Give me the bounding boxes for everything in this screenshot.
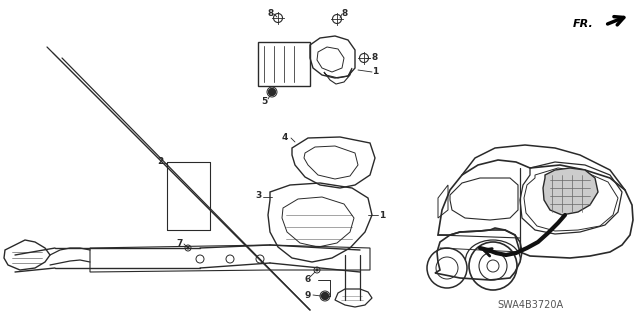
Text: FR.: FR. <box>573 19 594 29</box>
Text: 7: 7 <box>177 239 183 248</box>
Text: SWA4B3720A: SWA4B3720A <box>497 300 563 310</box>
Text: 3: 3 <box>255 191 261 201</box>
Text: 4: 4 <box>282 132 288 142</box>
Text: 1: 1 <box>379 211 385 219</box>
Text: 8: 8 <box>342 9 348 18</box>
Circle shape <box>187 247 189 249</box>
Circle shape <box>269 88 275 95</box>
Circle shape <box>321 293 328 300</box>
Text: 8: 8 <box>268 9 274 18</box>
Text: 8: 8 <box>372 54 378 63</box>
Text: 6: 6 <box>305 276 311 285</box>
Circle shape <box>316 269 318 271</box>
Polygon shape <box>543 168 598 215</box>
Text: 2: 2 <box>157 158 163 167</box>
Text: 5: 5 <box>261 97 267 106</box>
Text: 1: 1 <box>372 68 378 77</box>
Text: 9: 9 <box>305 291 311 300</box>
